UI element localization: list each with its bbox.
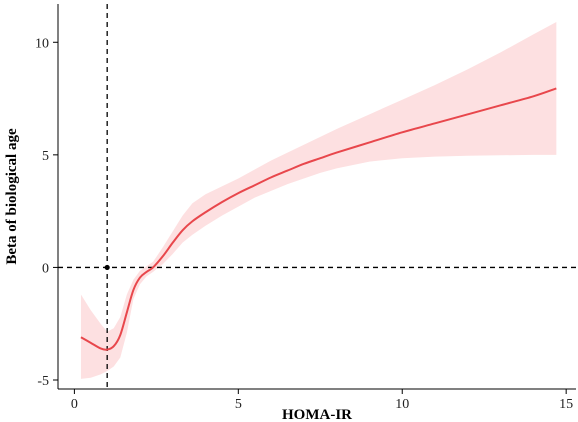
confidence-band-layer	[80, 22, 557, 379]
x-tick-label: 5	[235, 397, 242, 412]
x-tick-label: 10	[395, 397, 409, 412]
x-axis-title: HOMA-IR	[282, 407, 352, 422]
y-tick-label: 5	[42, 149, 49, 164]
reference-point	[104, 264, 110, 271]
x-tick-label: 15	[559, 397, 573, 412]
fitted-curve	[80, 87, 557, 351]
x-tick-label: 0	[71, 397, 78, 412]
y-tick-label: -5	[37, 374, 49, 389]
fitted-curve-layer	[80, 87, 557, 351]
axes-layer: 0 5 10 15 -5 0 5 10	[35, 4, 576, 412]
confidence-band	[80, 22, 557, 379]
y-axis-title: Beta of biological age	[4, 128, 20, 265]
y-tick-label: 0	[42, 261, 49, 276]
y-tick-label: 10	[35, 36, 49, 51]
reference-lines-layer	[58, 4, 576, 389]
